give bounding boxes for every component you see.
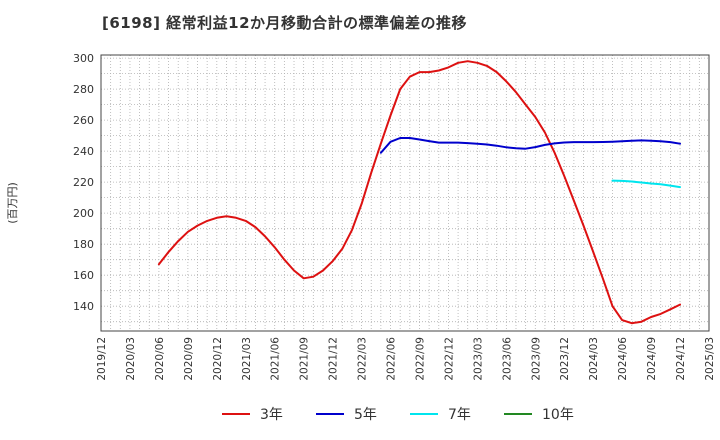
- y-tick-label: 160: [73, 269, 94, 282]
- x-tick-label: 2020/03: [125, 337, 137, 381]
- x-tick-label: 2023/09: [530, 337, 542, 381]
- x-tick-label: 2022/09: [414, 337, 426, 381]
- x-tick-label: 2022/12: [443, 337, 455, 381]
- x-tick-label: 2020/12: [212, 337, 224, 381]
- x-tick-label: 2020/06: [154, 337, 166, 381]
- y-axis-label: (百万円): [6, 182, 19, 224]
- axis-ticks: 140 160 180 200 220 240 260 280 300 2019/12 2020/0…: [73, 52, 716, 381]
- x-tick-label: 2023/12: [559, 337, 571, 381]
- x-tick-label: 2023/06: [501, 337, 513, 381]
- x-tick-label: 2021/12: [328, 337, 340, 381]
- series-line-5年: [379, 137, 681, 154]
- series-lines: [157, 60, 681, 325]
- x-tick-label: 2020/09: [183, 337, 195, 381]
- plot-frame: [100, 54, 710, 332]
- x-tick-label: 2021/03: [241, 337, 253, 381]
- series-line-3年: [157, 60, 681, 325]
- y-tick-label: 220: [73, 176, 94, 189]
- legend-label: 10年: [542, 407, 574, 423]
- x-tick-label: 2024/06: [617, 337, 629, 381]
- y-tick-label: 300: [73, 52, 94, 65]
- legend-label: 5年: [354, 407, 377, 423]
- chart-title: [6198] 経常利益12か月移動合計の標準偏差の推移: [102, 14, 468, 32]
- y-tick-label: 200: [73, 207, 94, 220]
- y-tick-label: 180: [73, 238, 94, 251]
- x-tick-label: 2024/03: [588, 337, 600, 381]
- y-tick-label: 240: [73, 145, 94, 158]
- x-tick-label: 2019/12: [96, 337, 108, 381]
- x-tick-label: 2022/03: [357, 337, 369, 381]
- legend: 3年 5年 7年 10年: [222, 407, 574, 423]
- legend-label: 7年: [448, 407, 471, 423]
- x-tick-label: 2021/09: [299, 337, 311, 381]
- y-tick-label: 280: [73, 83, 94, 96]
- grid-lines: [101, 55, 709, 331]
- x-tick-label: 2022/06: [386, 337, 398, 381]
- x-tick-label: 2023/03: [472, 337, 484, 381]
- y-tick-label: 260: [73, 114, 94, 127]
- x-tick-label: 2024/09: [646, 337, 658, 381]
- x-tick-label: 2024/12: [675, 337, 687, 381]
- legend-label: 3年: [260, 407, 283, 423]
- y-tick-label: 140: [73, 300, 94, 313]
- series-line-7年: [611, 179, 681, 189]
- x-tick-label: 2021/06: [270, 337, 282, 381]
- x-tick-label: 2025/03: [704, 337, 716, 381]
